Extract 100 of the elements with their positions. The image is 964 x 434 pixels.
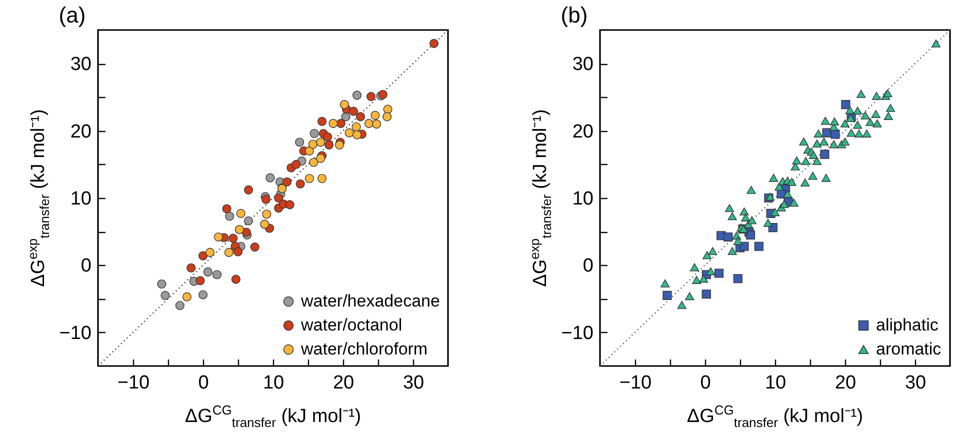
- chart-title: (b): [560, 2, 588, 28]
- point: [233, 247, 243, 256]
- point: [340, 100, 349, 110]
- point: [212, 270, 222, 280]
- point: [308, 140, 318, 149]
- point: [841, 100, 850, 110]
- point: [316, 138, 326, 147]
- point: [328, 118, 338, 128]
- point: [364, 118, 374, 128]
- point: [370, 110, 380, 120]
- point: [260, 220, 270, 229]
- point: [203, 267, 212, 276]
- point: [296, 179, 305, 188]
- y-tick-label: 0: [80, 256, 92, 277]
- point: [292, 160, 301, 169]
- y-tick-label: −10: [59, 322, 92, 344]
- point: [266, 173, 275, 182]
- point: [352, 130, 362, 140]
- point: [662, 290, 672, 300]
- x-axis-title: ΔG$^{CG}$$_{transfer}$ (kJ mol⁻¹): [184, 402, 362, 430]
- point: [214, 232, 223, 242]
- x-tick-label: −10: [117, 372, 150, 394]
- x-axis-title: ΔG$^{CG}$$_{transfer}$ (kJ mol⁻¹): [686, 402, 864, 430]
- x-tick-label: 30: [402, 372, 424, 394]
- legend-label: aliphatic: [876, 316, 939, 334]
- y-tick-label: 20: [572, 121, 594, 142]
- legend-label: water/octanol: [300, 316, 402, 334]
- point: [262, 210, 272, 219]
- point: [198, 290, 208, 300]
- point: [198, 251, 208, 260]
- y-tick-label: −10: [561, 322, 594, 344]
- point: [285, 200, 294, 210]
- point: [317, 116, 327, 126]
- point: [733, 274, 742, 284]
- point: [344, 128, 354, 138]
- point: [352, 122, 361, 132]
- y-tick-label: 10: [572, 188, 594, 210]
- point: [205, 248, 215, 257]
- point: [261, 194, 271, 204]
- point: [244, 185, 254, 194]
- point: [352, 90, 362, 100]
- point: [224, 248, 234, 257]
- x-tick-label: 10: [764, 372, 786, 394]
- point: [282, 177, 292, 186]
- point: [309, 158, 318, 167]
- point: [234, 225, 244, 234]
- legend-label: water/hexadecane: [300, 292, 440, 310]
- point: [356, 112, 366, 122]
- point: [304, 174, 314, 184]
- point: [236, 208, 246, 218]
- point: [366, 92, 376, 102]
- point: [250, 242, 260, 252]
- point: [157, 279, 166, 289]
- point: [334, 140, 344, 150]
- y-tick-label: 20: [70, 121, 92, 142]
- point: [231, 274, 240, 284]
- point: [310, 128, 319, 138]
- point: [225, 212, 234, 221]
- point: [316, 154, 326, 163]
- point: [382, 112, 392, 122]
- point: [186, 263, 196, 272]
- point: [754, 242, 764, 251]
- point: [175, 300, 184, 310]
- point: [182, 292, 192, 302]
- point: [160, 290, 170, 300]
- point: [323, 132, 332, 142]
- point: [324, 140, 334, 150]
- y-tick-label: 10: [70, 188, 92, 210]
- point: [228, 234, 238, 243]
- point: [222, 204, 232, 214]
- point: [348, 106, 358, 116]
- point: [746, 230, 756, 240]
- y-tick-label: 30: [70, 54, 92, 76]
- x-tick-label: 20: [834, 372, 856, 394]
- point: [702, 290, 711, 299]
- x-tick-label: 0: [700, 372, 711, 394]
- chart-title: (a): [58, 2, 86, 28]
- point: [429, 38, 439, 48]
- point: [274, 193, 284, 203]
- point: [196, 276, 205, 286]
- x-tick-label: −10: [619, 372, 652, 394]
- point: [714, 268, 724, 278]
- point: [295, 138, 304, 147]
- x-tick-label: 10: [262, 372, 284, 394]
- point: [317, 174, 327, 184]
- legend-label: water/chloroform: [300, 340, 428, 358]
- point: [830, 130, 840, 139]
- point: [336, 118, 346, 128]
- x-tick-label: 20: [332, 372, 354, 394]
- x-tick-label: 0: [198, 372, 209, 394]
- point: [372, 120, 382, 129]
- point: [740, 242, 749, 251]
- point: [820, 150, 830, 159]
- y-tick-label: 0: [582, 256, 594, 277]
- legend-label: aromatic: [876, 340, 942, 358]
- point: [244, 216, 254, 226]
- point: [724, 232, 733, 242]
- x-tick-label: 30: [904, 372, 926, 394]
- y-tick-label: 30: [572, 54, 594, 76]
- point: [304, 146, 314, 156]
